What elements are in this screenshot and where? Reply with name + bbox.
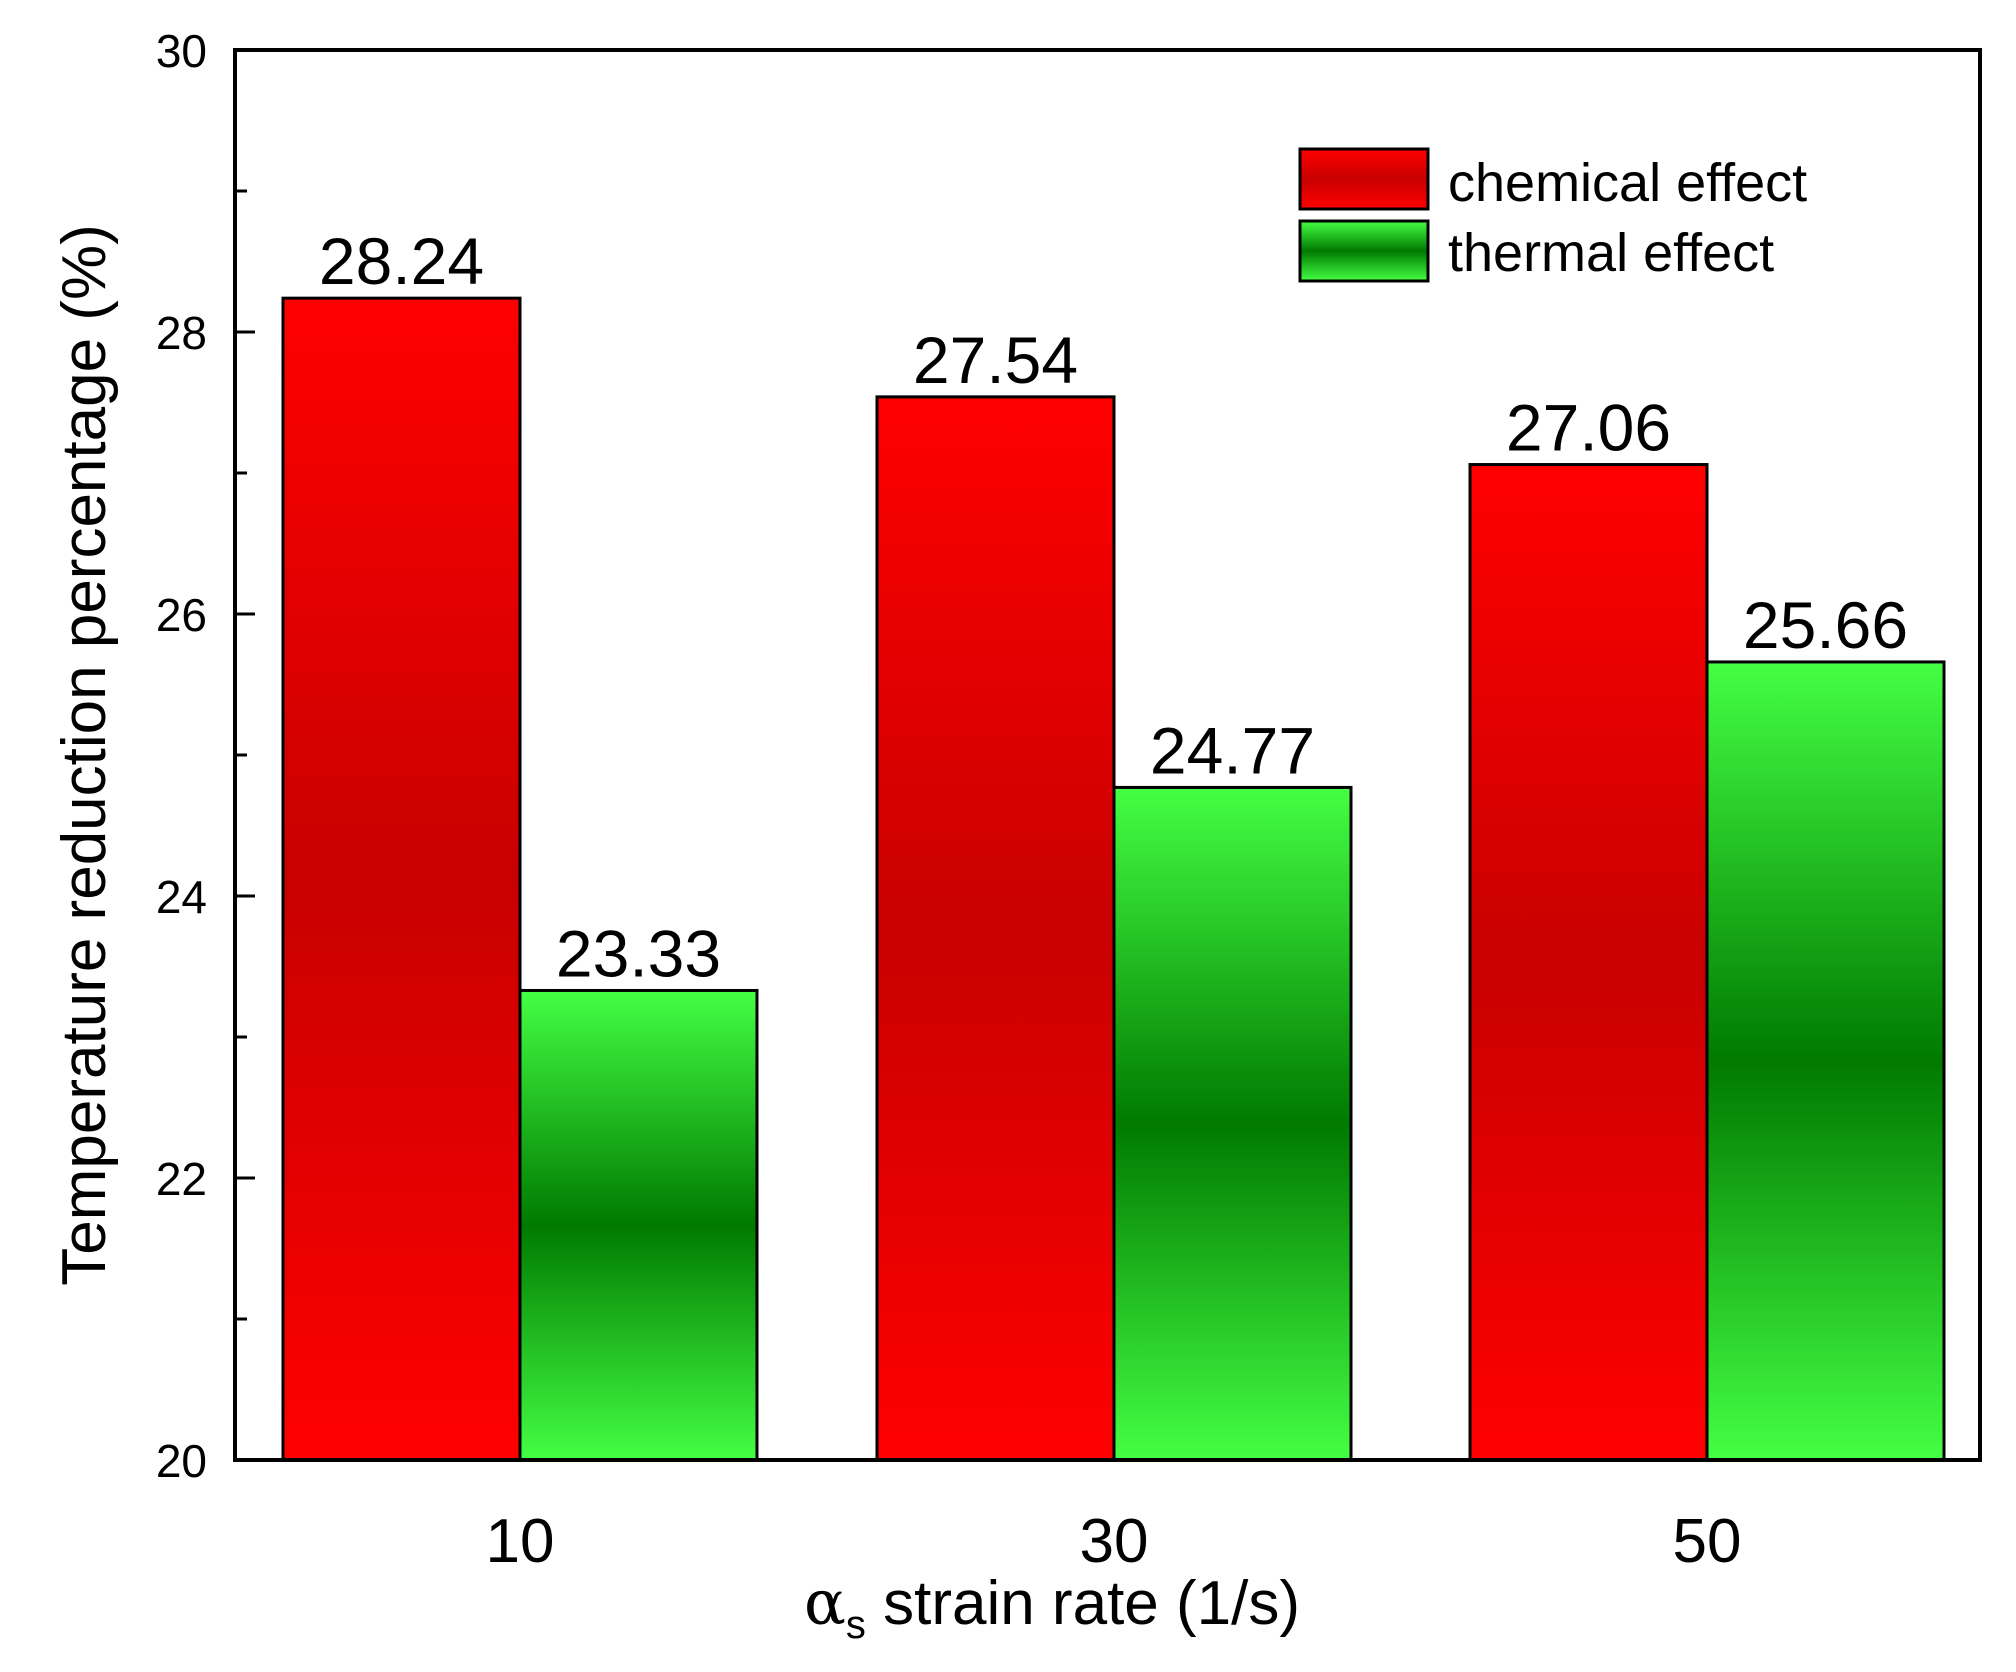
value-label-chemical-30: 27.54	[913, 323, 1078, 397]
bar-thermal-50	[1705, 660, 1946, 1462]
x-tick-label-30: 30	[1080, 1507, 1149, 1576]
legend-swatch-chemical	[1298, 147, 1430, 211]
bar-chemical-50	[1468, 463, 1709, 1462]
value-label-thermal-10: 23.33	[556, 916, 721, 990]
x-axis-title-subscript: s	[846, 1603, 866, 1647]
value-labels-layer: 28.24 23.33 27.54 24.77 27.06 25.66	[319, 224, 1908, 990]
y-tick-label-20: 20	[156, 1435, 207, 1487]
y-tick-label-30: 30	[156, 25, 207, 77]
y-tick-label-22: 22	[156, 1153, 207, 1205]
x-axis-title-text: strain rate (1/s)	[866, 1569, 1300, 1638]
legend: chemical effect thermal effect	[1298, 147, 1807, 283]
bar-chemical-10	[281, 296, 522, 1462]
x-axis-title: αs strain rate (1/s)	[804, 1566, 1300, 1647]
legend-label-chemical: chemical effect	[1448, 153, 1807, 213]
value-label-chemical-10: 28.24	[319, 224, 484, 298]
y-tick-label-28: 28	[156, 307, 207, 359]
bar-chemical-30	[875, 395, 1116, 1462]
value-label-thermal-30: 24.77	[1150, 713, 1315, 787]
y-tick-label-24: 24	[156, 871, 207, 923]
x-axis-title-symbol: α	[804, 1566, 846, 1639]
value-label-thermal-50: 25.66	[1743, 588, 1908, 662]
y-axis: 20 22 24 26 28 30	[156, 25, 255, 1487]
bar-thermal-30	[1112, 785, 1353, 1462]
bar-thermal-10	[518, 988, 759, 1462]
x-tick-label-50: 50	[1673, 1507, 1742, 1576]
y-tick-label-26: 26	[156, 589, 207, 641]
bars-layer	[281, 296, 1946, 1462]
value-label-chemical-50: 27.06	[1506, 391, 1671, 465]
legend-swatch-thermal	[1298, 219, 1430, 283]
x-tick-label-10: 10	[486, 1507, 555, 1576]
legend-label-thermal: thermal effect	[1448, 223, 1774, 283]
x-axis: 10 30 50	[486, 1507, 1742, 1576]
y-axis-title: Temperature reduction percentage (%)	[50, 224, 119, 1285]
